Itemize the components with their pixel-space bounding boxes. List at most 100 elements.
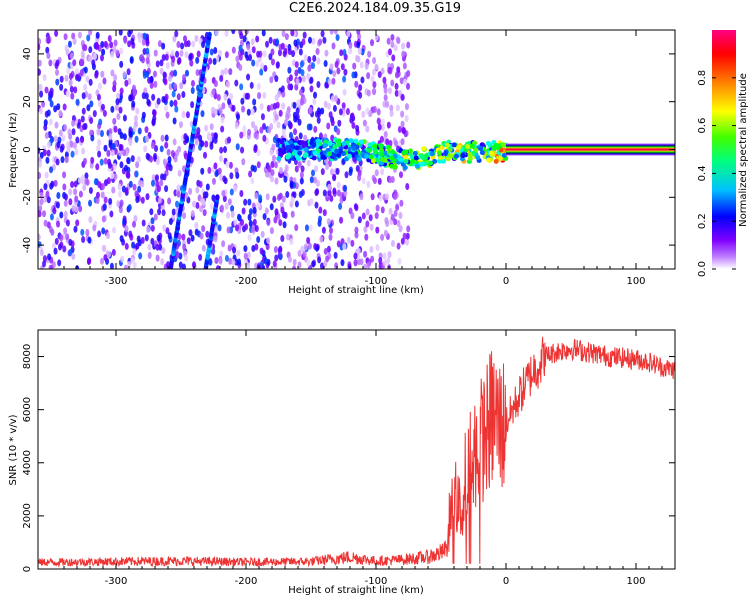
- heatmap-noise-cell: [155, 158, 160, 166]
- heatmap-signal-cell: [438, 155, 444, 161]
- heatmap-noise-cell: [53, 247, 58, 255]
- heatmap-noise-cell: [92, 224, 97, 232]
- heatmap-noise-cell: [171, 55, 176, 63]
- heatmap-noise-cell: [378, 257, 383, 265]
- heatmap-noise-cell: [126, 68, 131, 76]
- heatmap-noise-cell: [38, 107, 43, 115]
- heatmap-noise-cell: [95, 43, 100, 51]
- heatmap-signal-cell: [331, 152, 337, 158]
- heatmap-noise-cell: [303, 54, 308, 62]
- heatmap-noise-cell: [338, 202, 343, 210]
- heatmap-noise-cell: [262, 50, 267, 58]
- heatmap-noise-cell: [296, 99, 301, 107]
- spectrogram-x-tick-label: 100: [626, 276, 645, 287]
- heatmap-noise-cell: [393, 44, 398, 52]
- heatmap-noise-cell: [251, 245, 256, 253]
- heatmap-noise-cell: [256, 161, 261, 169]
- heatmap-noise-cell: [102, 203, 107, 211]
- snr-x-tick-label: -200: [235, 576, 258, 587]
- heatmap-noise-cell: [312, 98, 317, 106]
- heatmap-noise-cell: [231, 46, 236, 54]
- heatmap-noise-cell: [337, 119, 342, 127]
- heatmap-signal-cell: [409, 154, 415, 160]
- heatmap-noise-cell: [236, 113, 241, 121]
- heatmap-noise-cell: [330, 95, 335, 103]
- heatmap-noise-cell: [188, 229, 193, 237]
- heatmap-noise-cell: [204, 140, 209, 148]
- heatmap-noise-cell: [145, 57, 150, 65]
- heatmap-noise-cell: [192, 200, 197, 208]
- heatmap-noise-cell: [49, 100, 54, 108]
- heatmap-noise-cell: [127, 40, 132, 48]
- heatmap-signal-cell: [469, 143, 475, 149]
- heatmap-noise-cell: [46, 36, 51, 44]
- heatmap-noise-cell: [293, 128, 298, 136]
- heatmap-noise-cell: [269, 203, 274, 211]
- heatmap-signal-cell: [364, 153, 370, 159]
- heatmap-noise-cell: [69, 85, 74, 93]
- heatmap-noise-cell: [218, 154, 223, 162]
- heatmap-noise-cell: [62, 103, 67, 111]
- heatmap-noise-cell: [129, 56, 134, 64]
- heatmap-noise-cell: [66, 67, 71, 75]
- heatmap-noise-cell: [147, 243, 152, 251]
- heatmap-noise-cell: [42, 149, 47, 157]
- heatmap-noise-cell: [159, 145, 164, 153]
- heatmap-noise-cell: [246, 108, 251, 116]
- heatmap-noise-cell: [297, 118, 302, 126]
- heatmap-noise-cell: [280, 42, 285, 50]
- snr-y-tick-label: 4000: [22, 450, 33, 475]
- heatmap-noise-cell: [405, 232, 410, 240]
- heatmap-noise-cell: [238, 44, 243, 52]
- heatmap-noise-cell: [322, 189, 327, 197]
- heatmap-noise-cell: [388, 139, 393, 147]
- heatmap-noise-cell: [231, 258, 236, 266]
- heatmap-noise-cell: [299, 60, 304, 68]
- heatmap-noise-cell: [239, 189, 244, 197]
- heatmap-noise-cell: [383, 94, 388, 102]
- heatmap-noise-cell: [151, 174, 156, 182]
- heatmap-noise-cell: [299, 171, 304, 179]
- heatmap-noise-cell: [331, 77, 336, 85]
- heatmap-noise-cell: [400, 138, 405, 146]
- heatmap-noise-cell: [254, 192, 259, 200]
- heatmap-noise-cell: [124, 225, 129, 233]
- heatmap-noise-cell: [377, 71, 382, 79]
- heatmap-noise-cell: [119, 131, 124, 139]
- heatmap-noise-cell: [214, 30, 219, 37]
- heatmap-noise-cell: [276, 193, 281, 201]
- heatmap-noise-cell: [75, 219, 80, 227]
- heatmap-noise-cell: [244, 223, 249, 231]
- heatmap-noise-cell: [146, 225, 151, 233]
- heatmap-noise-cell: [246, 262, 251, 269]
- heatmap-signal-cell: [419, 161, 425, 167]
- heatmap-noise-cell: [130, 257, 135, 265]
- heatmap-noise-cell: [256, 82, 261, 90]
- heatmap-noise-cell: [243, 198, 248, 206]
- heatmap-noise-cell: [46, 52, 51, 60]
- heatmap-noise-cell: [227, 198, 232, 206]
- heatmap-noise-cell: [267, 165, 272, 173]
- spectrogram-y-axis-label: Frequency (Hz): [8, 112, 19, 188]
- heatmap-noise-cell: [228, 68, 233, 76]
- heatmap-noise-cell: [390, 213, 395, 221]
- heatmap-noise-cell: [55, 68, 60, 76]
- heatmap-noise-cell: [327, 78, 332, 86]
- heatmap-noise-cell: [115, 49, 120, 57]
- heatmap-noise-cell: [406, 69, 411, 77]
- heatmap-signal-cell: [407, 148, 413, 154]
- heatmap-noise-cell: [55, 78, 60, 86]
- heatmap-noise-cell: [285, 113, 290, 121]
- heatmap-noise-cell: [219, 174, 224, 182]
- heatmap-noise-cell: [54, 121, 59, 129]
- heatmap-noise-cell: [199, 232, 204, 240]
- heatmap-noise-cell: [219, 250, 224, 258]
- heatmap-noise-cell: [222, 175, 227, 183]
- heatmap-noise-cell: [390, 33, 395, 41]
- heatmap-noise-cell: [97, 138, 102, 146]
- heatmap-noise-cell: [98, 118, 103, 126]
- heatmap-noise-cell: [319, 235, 324, 243]
- heatmap-noise-cell: [255, 59, 260, 67]
- heatmap-noise-cell: [234, 79, 239, 87]
- heatmap-noise-cell: [52, 207, 57, 215]
